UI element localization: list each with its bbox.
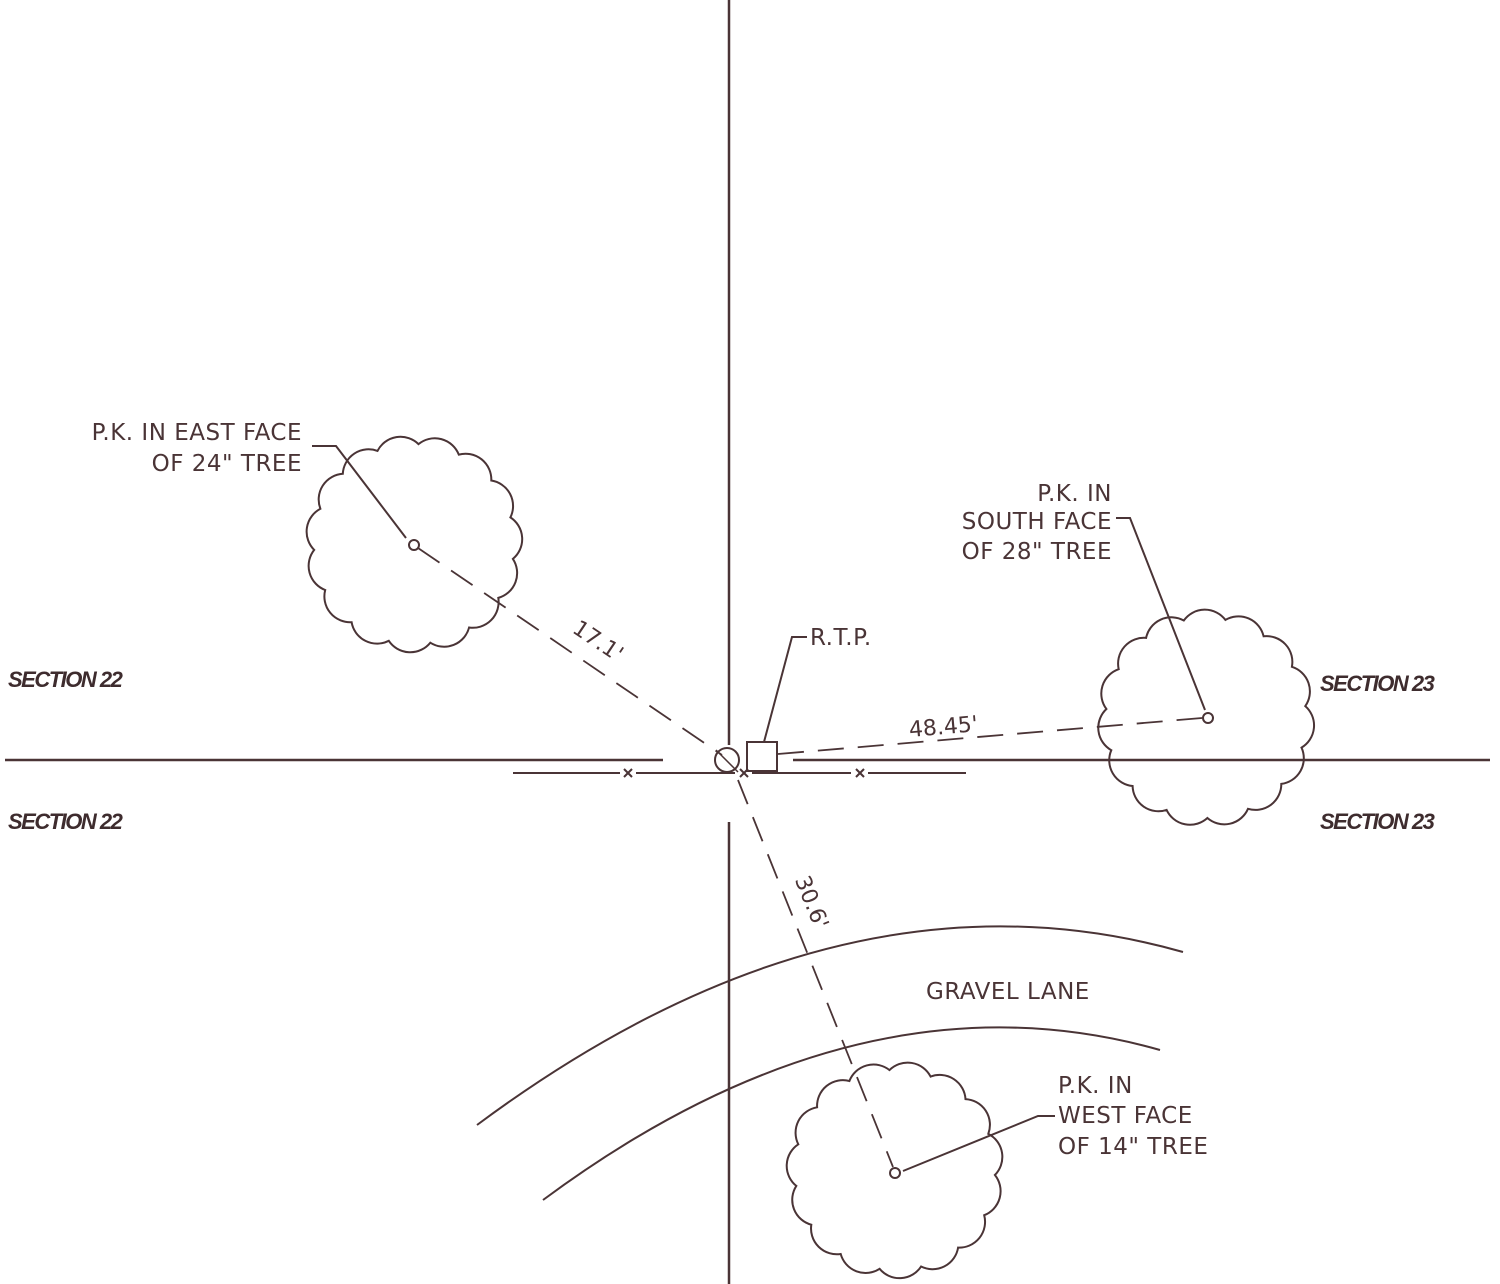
tree-28-inch-icon [1097,608,1315,826]
fence-x-mark-east [855,768,865,778]
note-28-tree-line1: P.K. IN [1037,481,1112,507]
note-14-tree-line1: P.K. IN [1058,1073,1133,1099]
pk-nail-24-icon [408,539,420,551]
rtp-label: R.T.P. [810,625,872,651]
gravel-lane-south-edge [542,1026,1161,1201]
corner-monument-icon [714,747,740,773]
leader-24-tree [312,445,407,539]
leader-28-tree [1116,517,1206,711]
note-28-tree-line3: OF 28" TREE [962,539,1112,565]
tree-24-inch-icon [305,435,524,654]
note-24-tree-line2: OF 24" TREE [152,451,302,477]
distance-label-24-tree: 17.1' [568,616,628,668]
gravel-lane-label: GRAVEL LANE [926,979,1090,1005]
pk-nail-28-icon [1202,712,1214,724]
section-label-nw: SECTION 22 [8,667,124,692]
fence-x-mark-west [623,768,633,778]
note-28-tree-line2: SOUTH FACE [962,509,1112,535]
section-label-ne: SECTION 23 [1320,671,1435,696]
tree-14-inch-icon [785,1061,1004,1280]
note-24-tree-line1: P.K. IN EAST FACE [92,420,302,446]
section-label-se: SECTION 23 [1320,809,1435,834]
note-14-tree-line3: OF 14" TREE [1058,1134,1208,1160]
rtp-marker-icon [746,741,778,772]
distance-label-28-tree: 48.45' [908,712,979,743]
leader-14-tree [902,1115,1055,1172]
rtp-leader [763,636,807,743]
distance-label-14-tree: 30.6' [789,872,833,932]
tie-line-28-tree [777,717,1203,755]
note-14-tree-line2: WEST FACE [1058,1103,1193,1129]
gravel-lane-north-edge [476,925,1184,1126]
section-label-sw: SECTION 22 [8,809,124,834]
tie-line-24-tree [417,547,723,756]
tie-line-14-tree [737,779,894,1168]
pk-nail-14-icon [889,1167,901,1179]
